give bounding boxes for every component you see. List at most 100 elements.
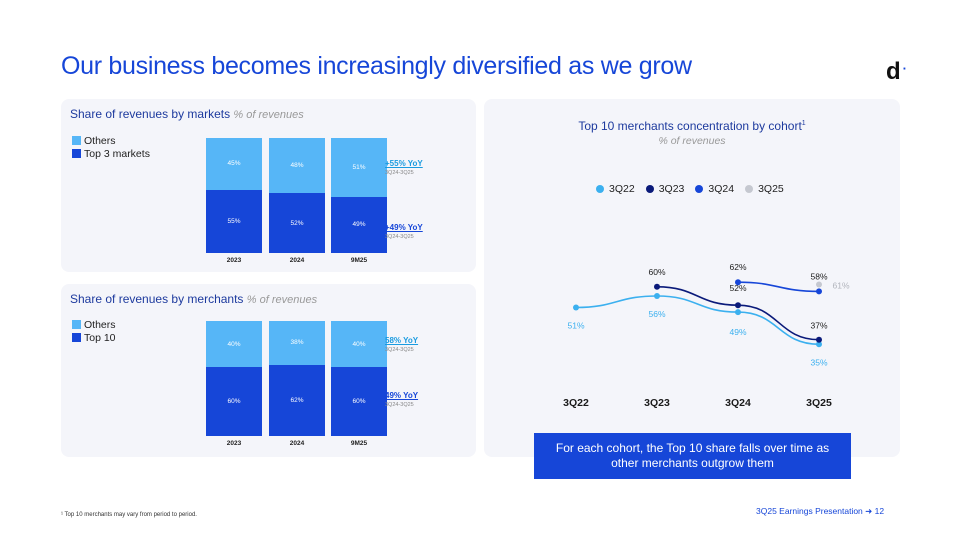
data-label: 61% xyxy=(832,281,849,291)
yoy-top-sub: 3Q24-3Q25 xyxy=(385,170,414,176)
x-tick-label: 3Q24 xyxy=(725,397,751,409)
legend-dot xyxy=(745,185,754,193)
bar-segment: 49% xyxy=(331,196,387,253)
markets-title: Share of revenues by markets xyxy=(70,107,231,121)
cohort-title-text: Top 10 merchants concentration by cohort xyxy=(578,119,802,133)
footnote: ¹ Top 10 merchants may vary from period … xyxy=(61,512,197,518)
yoy-bottom-label: 49% YoY xyxy=(385,391,419,400)
bar-value-label: 60% xyxy=(227,398,241,405)
yoy-bottom-label: +49% YoY xyxy=(385,223,423,232)
logo-dot: · xyxy=(902,61,908,76)
bar-value-label: 38% xyxy=(290,339,304,347)
bar-value-label: 48% xyxy=(290,162,304,170)
bar-segment: 45% xyxy=(206,138,262,190)
legend-dot xyxy=(645,185,654,193)
footer-page-ref[interactable]: 3Q25 Earnings Presentation ➜ 12 xyxy=(756,506,885,516)
bar-value-label: 55% xyxy=(227,217,241,225)
merchants-title: Share of revenues by merchants xyxy=(70,292,244,306)
data-point xyxy=(654,293,660,299)
data-point xyxy=(816,336,822,343)
series-line-3q24 xyxy=(737,281,820,293)
data-label: 56% xyxy=(648,309,665,319)
markets-legend: Others Top 3 markets xyxy=(72,134,150,160)
bar-segment: 48% xyxy=(269,138,325,194)
data-point xyxy=(816,281,822,288)
yoy-top-label: 58% YoY xyxy=(385,336,419,345)
legend-dot xyxy=(596,185,604,193)
legend-label-others: Others xyxy=(84,134,116,147)
legend-dot xyxy=(695,185,704,193)
bar-value-label: 62% xyxy=(290,396,304,404)
bar-group: 52% 48% xyxy=(269,138,325,253)
bar-segment: 55% xyxy=(206,189,262,253)
cohort-legend: 3Q22 3Q23 3Q24 3Q25 xyxy=(596,183,795,195)
merchants-legend: Others Top 10 xyxy=(72,318,116,344)
legend-item-others: Others xyxy=(72,134,150,147)
data-point xyxy=(735,309,741,316)
logo-letter: d xyxy=(886,58,901,85)
merchants-subtitle: % of revenues xyxy=(246,294,318,306)
legend-label: 3Q22 xyxy=(609,183,635,195)
bar-value-label: 51% xyxy=(352,163,366,171)
legend-item-3q23: 3Q23 xyxy=(645,183,685,195)
data-point xyxy=(816,288,822,295)
x-tick-label: 9M25 xyxy=(350,257,368,264)
brand-logo: d · xyxy=(886,58,908,86)
merchants-panel: Share of revenues by merchants % of reve… xyxy=(61,284,476,457)
series-line-3q22 xyxy=(575,295,820,346)
legend-swatch-top3 xyxy=(72,149,81,158)
cohort-title-sup: 1 xyxy=(801,120,806,127)
data-label: 49% xyxy=(729,327,746,337)
bar-segment: 40% xyxy=(331,321,387,367)
data-label: 58% xyxy=(810,271,827,281)
data-point xyxy=(654,283,660,290)
x-tick-label: 2024 xyxy=(289,257,305,264)
x-tick-label: 3Q25 xyxy=(806,397,832,409)
legend-label: 3Q24 xyxy=(708,183,735,195)
legend-item-top10: Top 10 xyxy=(72,331,116,344)
legend-label-top10: Top 10 xyxy=(84,331,116,344)
x-tick-label: 3Q23 xyxy=(644,397,670,409)
legend-label-top3: Top 3 markets xyxy=(84,147,150,160)
bar-value-label: 52% xyxy=(290,219,304,227)
bar-group: 49% 51% xyxy=(331,138,387,253)
data-label: 51% xyxy=(567,321,584,331)
yoy-bottom-sub: 3Q24-3Q25 xyxy=(385,234,414,240)
x-tick-label: 2023 xyxy=(226,440,242,447)
markets-subtitle: % of revenues xyxy=(233,109,304,121)
bar-group: 55% 45% xyxy=(206,138,262,253)
bar-value-label: 60% xyxy=(352,398,366,405)
yoy-bottom-sub: 3Q24-3Q25 xyxy=(385,402,414,408)
legend-item-3q22: 3Q22 xyxy=(596,183,635,195)
cohort-subtitle: % of revenues xyxy=(658,135,726,147)
legend-item-top3: Top 3 markets xyxy=(72,147,150,160)
markets-panel: Share of revenues by markets % of revenu… xyxy=(61,99,476,272)
bar-segment: 62% xyxy=(269,364,325,436)
bar-group: 60% 40% xyxy=(331,321,387,436)
bar-segment: 60% xyxy=(206,367,262,436)
legend-item-3q25: 3Q25 xyxy=(745,183,784,195)
bar-segment: 38% xyxy=(269,321,325,365)
callout-box: For each cohort, the Top 10 share falls … xyxy=(534,433,851,479)
bar-group: 62% 38% xyxy=(269,321,325,436)
page-title: Our business becomes increasingly divers… xyxy=(61,52,692,80)
merchants-panel-title: Share of revenues by merchants % of reve… xyxy=(70,292,317,306)
legend-label: 3Q23 xyxy=(658,183,685,195)
x-tick-label: 3Q22 xyxy=(563,397,589,409)
x-tick-label: 9M25 xyxy=(350,440,368,447)
bar-segment: 60% xyxy=(331,367,387,436)
legend-item-others: Others xyxy=(72,318,116,331)
bar-value-label: 40% xyxy=(227,340,241,348)
data-label: 62% xyxy=(729,262,746,272)
bar-segment: 40% xyxy=(206,321,262,367)
cohort-panel: Top 10 merchants concentration by cohort… xyxy=(484,99,900,457)
bar-value-label: 40% xyxy=(352,340,366,348)
x-tick-label: 2024 xyxy=(289,440,305,447)
legend-swatch-others xyxy=(72,136,81,145)
data-label: 37% xyxy=(810,321,827,331)
x-tick-label: 2023 xyxy=(226,257,242,264)
legend-label-others: Others xyxy=(84,318,116,331)
legend-label: 3Q25 xyxy=(758,183,784,195)
data-point xyxy=(816,341,822,348)
legend-item-3q24: 3Q24 xyxy=(695,183,734,195)
